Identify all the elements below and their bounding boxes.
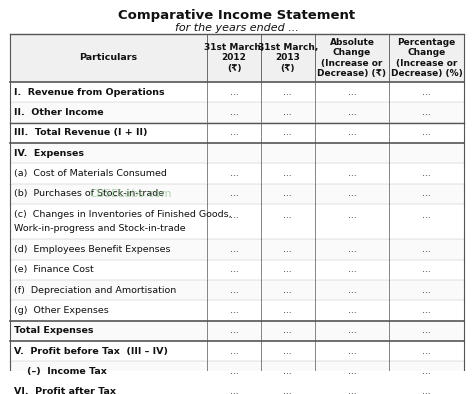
Text: ...: ... [347,108,356,117]
Text: IV.  Expenses: IV. Expenses [14,149,83,158]
Text: ...: ... [422,169,431,178]
Text: ...: ... [422,265,431,274]
Bar [10,34,464,82]
Text: ...: ... [347,211,356,220]
Text: Work-in-progress and Stock-in-trade: Work-in-progress and Stock-in-trade [14,224,185,233]
Text: ...: ... [283,286,292,295]
Text: Percentage
Change
(Increase or
Decrease) (%): Percentage Change (Increase or Decrease)… [391,38,463,78]
Text: Comparative Income Statement: Comparative Income Statement [118,9,356,22]
Text: ...: ... [283,265,292,274]
Text: ...: ... [230,245,238,254]
Text: ...: ... [230,169,238,178]
Bar [10,82,464,102]
Text: ...: ... [230,367,238,376]
Bar [10,382,464,394]
Bar [10,280,464,300]
Bar [10,300,464,321]
Text: ...: ... [230,190,238,199]
Text: ...: ... [230,286,238,295]
Text: ...: ... [422,211,431,220]
Text: ...: ... [230,128,238,138]
Text: ...: ... [230,387,238,394]
Text: (–)  Income Tax: (–) Income Tax [14,367,107,376]
Text: ...: ... [347,265,356,274]
Bar [10,341,464,361]
Text: VI.  Profit after Tax: VI. Profit after Tax [14,387,116,394]
Bar [10,239,464,260]
Text: (b)  Purchases of Stock-in-trade: (b) Purchases of Stock-in-trade [14,190,164,199]
Text: ...: ... [283,88,292,97]
Text: 31st March,
2013
(₹): 31st March, 2013 (₹) [257,43,318,73]
Text: ...: ... [283,211,292,220]
Text: ...: ... [347,306,356,315]
Text: ...: ... [422,347,431,356]
Text: ...: ... [283,347,292,356]
Text: 31st March,
2012
(₹): 31st March, 2012 (₹) [204,43,264,73]
Text: ...: ... [347,190,356,199]
Text: Particulars: Particulars [80,54,137,63]
Text: I.  Revenue from Operations: I. Revenue from Operations [14,88,164,97]
Text: ...: ... [347,367,356,376]
Text: ...: ... [347,128,356,138]
Text: ...: ... [283,128,292,138]
Bar [10,204,464,239]
Text: ...: ... [230,265,238,274]
Bar [10,164,464,184]
Text: ...: ... [347,169,356,178]
Bar [10,321,464,341]
Text: ...: ... [283,326,292,335]
Text: ...: ... [230,88,238,97]
Bar [10,123,464,143]
Text: for the years ended ...: for the years ended ... [175,23,299,33]
Text: (c)  Changes in Inventories of Finished Goods,: (c) Changes in Inventories of Finished G… [14,210,231,219]
Text: II.  Other Income: II. Other Income [14,108,103,117]
Text: (g)  Other Expenses: (g) Other Expenses [14,306,109,315]
Text: (a)  Cost of Materials Consumed: (a) Cost of Materials Consumed [14,169,166,178]
Text: ...: ... [422,128,431,138]
Text: ...: ... [283,306,292,315]
Text: Total Expenses: Total Expenses [14,326,93,335]
Text: (f)  Depreciation and Amortisation: (f) Depreciation and Amortisation [14,286,176,295]
Text: ...: ... [422,326,431,335]
Text: ...: ... [283,108,292,117]
Text: ...: ... [422,286,431,295]
Text: ...: ... [347,326,356,335]
Text: ...: ... [230,347,238,356]
Text: ...: ... [283,387,292,394]
Text: ...: ... [230,306,238,315]
Text: ...: ... [347,245,356,254]
Text: ...: ... [422,387,431,394]
Text: (e)  Finance Cost: (e) Finance Cost [14,265,93,274]
Text: ...: ... [347,88,356,97]
Text: (d)  Employees Benefit Expenses: (d) Employees Benefit Expenses [14,245,170,254]
Text: ...: ... [422,306,431,315]
Text: ...: ... [422,190,431,199]
Bar [10,260,464,280]
Text: ...: ... [283,245,292,254]
Text: ...: ... [422,108,431,117]
Bar [10,143,464,164]
Text: Absolute
Change
(Increase or
Decrease) (₹): Absolute Change (Increase or Decrease) (… [318,38,386,78]
Text: III.  Total Revenue (I + II): III. Total Revenue (I + II) [14,128,147,138]
Text: ...: ... [230,326,238,335]
Text: ...: ... [283,190,292,199]
Text: ...: ... [422,245,431,254]
Text: ...: ... [230,211,238,220]
Text: CBSELabs.com: CBSELabs.com [90,189,172,199]
Bar [10,184,464,204]
Bar [10,361,464,382]
Text: ...: ... [347,347,356,356]
Text: ...: ... [422,367,431,376]
Bar [10,102,464,123]
Text: ...: ... [422,88,431,97]
Text: ...: ... [230,108,238,117]
Text: ...: ... [347,286,356,295]
Text: ...: ... [347,387,356,394]
Text: ...: ... [283,367,292,376]
Text: V.  Profit before Tax  (III – IV): V. Profit before Tax (III – IV) [14,347,168,356]
Text: ...: ... [283,169,292,178]
